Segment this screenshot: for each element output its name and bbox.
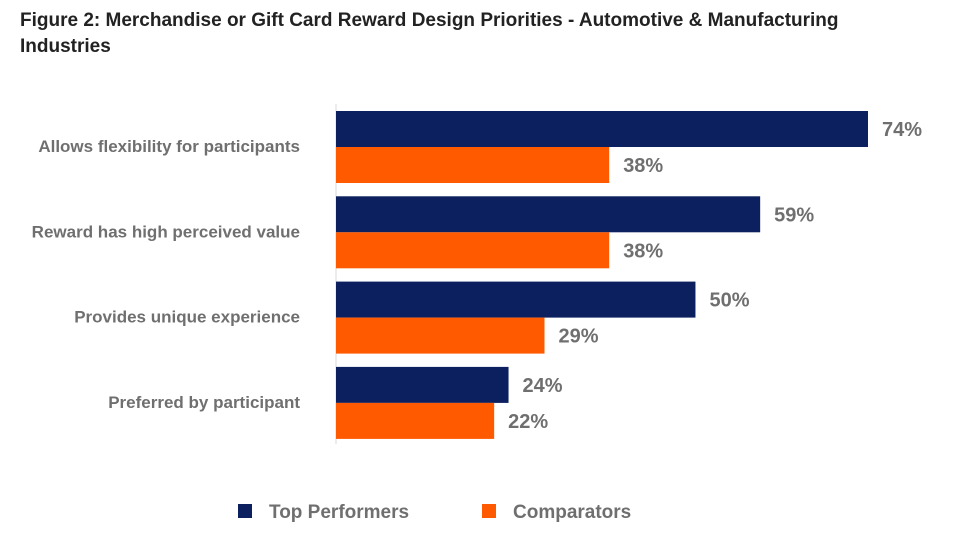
category-label: Allows flexibility for participants <box>38 137 300 156</box>
data-label: 24% <box>523 375 563 397</box>
legend-label: Comparators <box>513 502 631 523</box>
data-label: 38% <box>623 240 663 262</box>
chart-title: Figure 2: Merchandise or Gift Card Rewar… <box>20 10 839 57</box>
category-label: Reward has high perceived value <box>32 222 300 241</box>
legend-swatch-comparators <box>482 504 496 518</box>
bar-comparators <box>336 147 610 183</box>
bar-top-performers <box>336 281 696 318</box>
data-label: 38% <box>623 155 663 177</box>
bars-group <box>336 111 868 439</box>
legend-swatch-top-performers <box>238 504 252 518</box>
bar-comparators <box>336 232 610 269</box>
labels-group: Allows flexibility for participants 74% 38… <box>32 119 923 433</box>
data-label: 22% <box>508 411 548 433</box>
data-label: 29% <box>558 326 598 348</box>
data-label: 59% <box>774 204 814 226</box>
bar-top-performers <box>336 196 761 233</box>
bar-comparators <box>336 317 545 354</box>
data-label: 50% <box>709 290 749 312</box>
bar-top-performers <box>336 111 868 147</box>
legend-label: Top Performers <box>269 502 409 523</box>
category-label: Provides unique experience <box>74 308 300 327</box>
data-label: 74% <box>882 119 922 141</box>
bar-comparators <box>336 402 495 439</box>
category-label: Preferred by participant <box>108 393 300 412</box>
bar-top-performers <box>336 366 509 403</box>
legend: Top Performers Comparators <box>238 502 631 523</box>
